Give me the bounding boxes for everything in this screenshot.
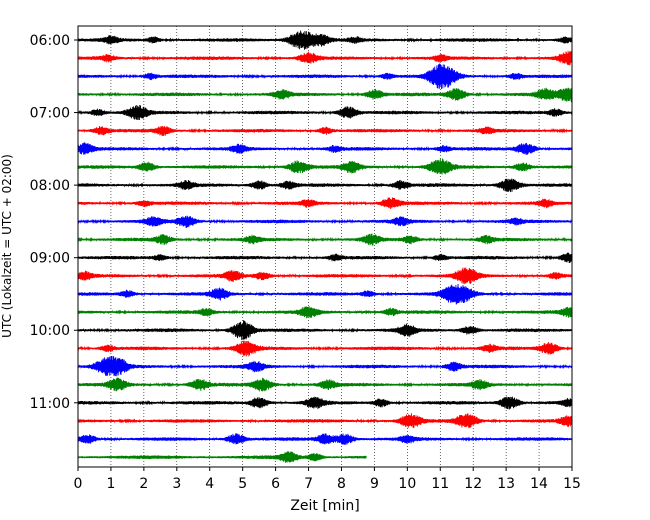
y-axis-label: UTC (Lokalzeit = UTC + 02:00) xyxy=(0,154,14,338)
x-tick-label-1: 1 xyxy=(106,476,115,492)
trace-row-18 xyxy=(77,356,573,377)
trace-row-1 xyxy=(77,50,573,66)
x-axis-label: Zeit [min] xyxy=(290,498,359,514)
seismogram-traces xyxy=(77,30,573,463)
trace-row-15 xyxy=(77,306,573,319)
trace-row-6 xyxy=(77,142,573,156)
trace-row-5 xyxy=(77,125,573,136)
x-axis-ticks: 0 1 2 3 4 5 6 7 8 9 10 11 12 13 14 15 xyxy=(74,467,581,492)
trace-row-13 xyxy=(77,267,573,285)
trace-row-4 xyxy=(77,104,573,121)
trace-row-9 xyxy=(77,197,573,209)
trace-row-0 xyxy=(77,30,573,50)
trace-row-7 xyxy=(77,158,573,175)
x-tick-label-8: 8 xyxy=(337,476,346,492)
y-tick-label-1: 07:00 xyxy=(30,106,70,122)
trace-row-3 xyxy=(77,87,573,103)
trace-row-11 xyxy=(77,233,573,246)
x-tick-label-3: 3 xyxy=(172,476,181,492)
plot-frame xyxy=(77,25,573,468)
trace-row-19 xyxy=(77,377,573,392)
trace-row-17 xyxy=(77,340,573,357)
x-tick-label-2: 2 xyxy=(139,476,148,492)
trace-row-23 xyxy=(77,451,367,463)
trace-row-16 xyxy=(77,320,573,341)
trace-row-21 xyxy=(77,413,573,429)
y-axis-ticks: 06:00 07:00 08:00 09:00 10:00 11:00 xyxy=(30,33,78,412)
x-tick-label-4: 4 xyxy=(205,476,214,492)
y-tick-label-2: 08:00 xyxy=(30,178,70,194)
x-tick-label-13: 13 xyxy=(497,476,515,492)
x-tick-label-15: 15 xyxy=(563,476,581,492)
x-tick-label-14: 14 xyxy=(530,476,548,492)
trace-row-2 xyxy=(77,63,573,90)
trace-row-14 xyxy=(77,283,573,305)
trace-row-10 xyxy=(77,215,573,228)
x-tick-label-10: 10 xyxy=(398,476,416,492)
y-tick-label-5: 11:00 xyxy=(30,396,70,412)
x-tick-label-11: 11 xyxy=(431,476,449,492)
y-tick-label-4: 10:00 xyxy=(30,323,70,339)
x-tick-label-0: 0 xyxy=(74,476,83,492)
x-tick-label-9: 9 xyxy=(370,476,379,492)
trace-row-22 xyxy=(77,433,573,445)
x-tick-label-7: 7 xyxy=(304,476,313,492)
x-tick-label-12: 12 xyxy=(464,476,482,492)
trace-row-12 xyxy=(77,252,573,264)
trace-row-20 xyxy=(77,396,573,410)
trace-row-8 xyxy=(77,178,573,193)
y-tick-label-3: 09:00 xyxy=(30,251,70,267)
x-tick-label-5: 5 xyxy=(238,476,247,492)
y-tick-label-0: 06:00 xyxy=(30,33,70,49)
x-tick-label-6: 6 xyxy=(271,476,280,492)
